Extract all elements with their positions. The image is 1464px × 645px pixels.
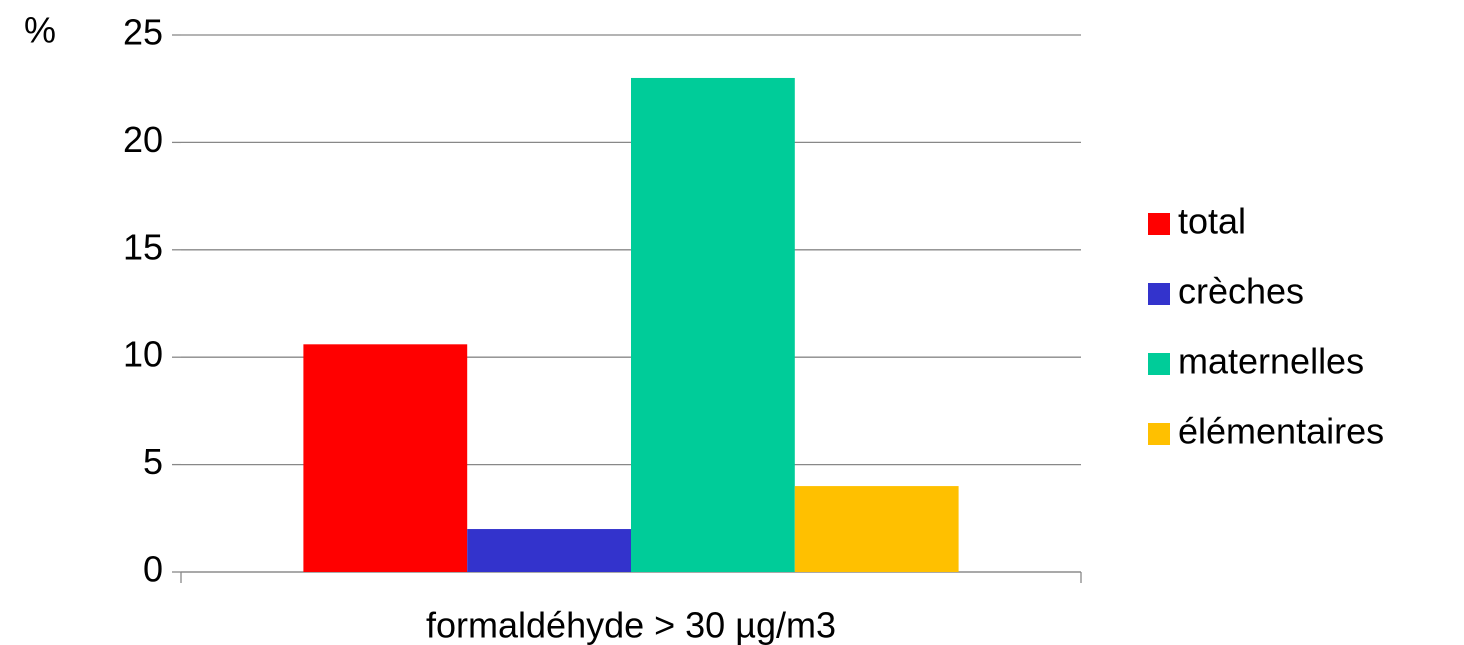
y-tick-label: 5 <box>143 441 163 482</box>
legend-label: total <box>1178 201 1246 242</box>
legend-label: élémentaires <box>1178 411 1384 452</box>
legend-label: maternelles <box>1178 341 1364 382</box>
bar <box>303 344 468 572</box>
legend-label: crèches <box>1178 271 1304 312</box>
y-axis-label: % <box>24 10 56 51</box>
y-tick-label: 0 <box>143 549 163 590</box>
y-tick-label: 25 <box>123 12 163 53</box>
legend-swatch <box>1148 353 1170 375</box>
legend-swatch <box>1148 283 1170 305</box>
legend-swatch <box>1148 423 1170 445</box>
y-tick-label: 15 <box>123 226 163 267</box>
bar <box>794 486 959 572</box>
bar <box>467 529 631 572</box>
legend-swatch <box>1148 213 1170 235</box>
x-tick-label: formaldéhyde > 30 µg/m3 <box>426 605 836 645</box>
y-tick-label: 20 <box>123 119 163 160</box>
y-tick-label: 10 <box>123 334 163 375</box>
bar <box>631 77 795 573</box>
